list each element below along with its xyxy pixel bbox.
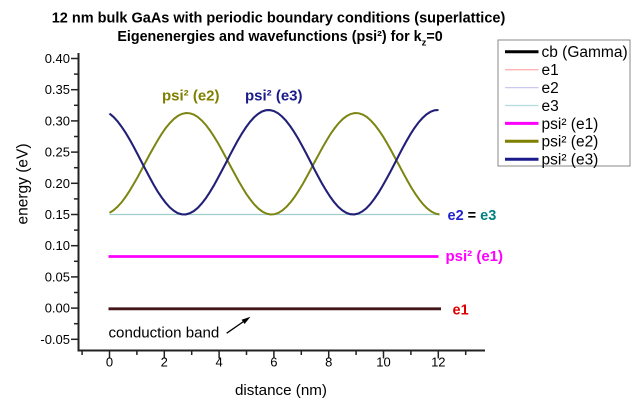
svg-text:0.35: 0.35	[45, 82, 70, 97]
svg-text:0.00: 0.00	[45, 301, 70, 316]
svg-text:psi² (e1): psi² (e1)	[446, 248, 504, 265]
svg-text:0.40: 0.40	[45, 51, 70, 66]
svg-text:e3: e3	[542, 98, 559, 115]
svg-text:0: 0	[106, 355, 113, 370]
svg-text:10: 10	[376, 355, 390, 370]
svg-text:Eigenenergies and wavefunction: Eigenenergies and wavefunctions (psi²) f…	[117, 29, 442, 49]
svg-text:distance (nm): distance (nm)	[235, 382, 327, 399]
svg-text:energy (eV): energy (eV)	[15, 144, 32, 225]
svg-text:12 nm bulk GaAs with periodic: 12 nm bulk GaAs with periodic boundary c…	[52, 10, 506, 26]
svg-text:e2 = e3: e2 = e3	[448, 208, 497, 224]
svg-text:8: 8	[325, 355, 332, 370]
svg-text:0.10: 0.10	[45, 238, 70, 253]
svg-text:e1: e1	[542, 62, 559, 79]
svg-text:conduction band: conduction band	[109, 325, 220, 342]
svg-text:0.05: 0.05	[45, 269, 70, 284]
svg-text:psi² (e1): psi² (e1)	[542, 116, 599, 133]
svg-text:4: 4	[215, 355, 222, 370]
svg-text:psi² (e3): psi² (e3)	[245, 87, 303, 104]
svg-text:e2: e2	[542, 80, 559, 97]
svg-text:0.15: 0.15	[45, 207, 70, 222]
svg-text:0.30: 0.30	[45, 113, 70, 128]
svg-text:12: 12	[431, 355, 445, 370]
svg-text:psi² (e2): psi² (e2)	[542, 134, 599, 151]
svg-text:2: 2	[161, 355, 168, 370]
svg-text:6: 6	[270, 355, 277, 370]
svg-text:psi² (e3): psi² (e3)	[542, 152, 599, 169]
svg-text:-0.05: -0.05	[40, 332, 70, 347]
svg-text:psi² (e2): psi² (e2)	[162, 87, 220, 104]
svg-text:cb (Gamma): cb (Gamma)	[542, 44, 628, 61]
svg-text:0.25: 0.25	[45, 145, 70, 160]
svg-text:0.20: 0.20	[45, 176, 70, 191]
svg-text:e1: e1	[453, 303, 469, 319]
